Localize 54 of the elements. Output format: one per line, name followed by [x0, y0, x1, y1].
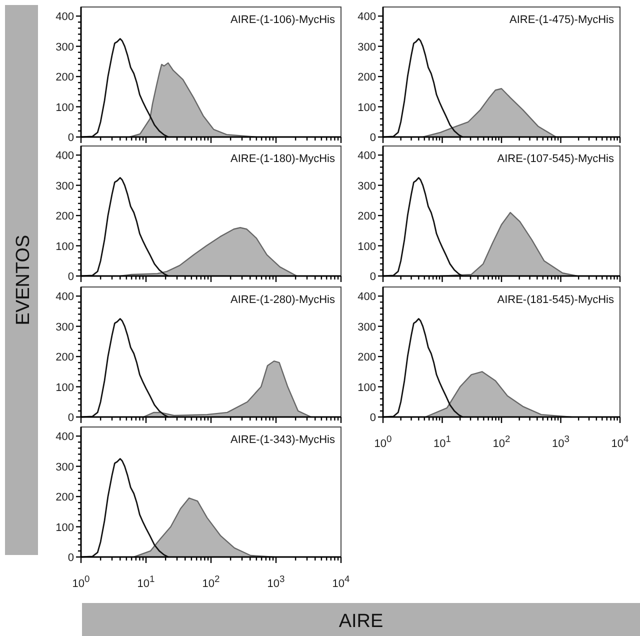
x-tick-label: 10$^{2}$	[492, 434, 510, 450]
y-tick-label: 100	[358, 240, 376, 253]
x-tick-label: 10$^{0}$	[374, 434, 392, 450]
y-tick-label: 100	[56, 102, 74, 114]
y-tick-label: 200	[56, 210, 74, 223]
y-tick-label: 300	[358, 321, 376, 334]
y-tick-label: 200	[56, 352, 74, 364]
text: AIRE-(1-180)-MycHis	[230, 153, 336, 165]
y-tick-label: 100	[56, 522, 74, 534]
y-tick-label: 200	[56, 72, 74, 84]
y-axis-title: EVENTOS	[13, 234, 34, 326]
text: AIRE-(1-475)-MycHis	[509, 14, 614, 26]
text: AIRE-(1-343)-MycHis	[230, 434, 336, 446]
y-tick-label: 400	[358, 150, 376, 162]
y-tick-label: 300	[358, 180, 376, 192]
y-tick-label: 0	[370, 271, 376, 283]
y-tick-label: 300	[56, 461, 74, 474]
y-tick-label: 200	[358, 72, 376, 84]
y-tick-label: 300	[56, 180, 74, 192]
x-tick-label: 10$^{1}$	[434, 434, 451, 450]
text: AIRE-(1-106)-MycHis	[230, 14, 336, 26]
y-tick-label: 200	[56, 492, 74, 504]
y-tick-label: 200	[358, 352, 376, 364]
x-axis-title: AIRE	[338, 611, 384, 632]
x-tick-label: 10$^{4}$	[611, 434, 629, 450]
y-tick-label: 200	[358, 210, 376, 223]
text: AIRE-(1-280)-MycHis	[230, 294, 336, 306]
y-tick-label: 0	[68, 271, 74, 283]
y-tick-label: 400	[56, 11, 74, 24]
x-tick-label: 10$^{4}$	[332, 574, 350, 590]
x-tick-label: 10$^{3}$	[267, 574, 285, 590]
y-tick-label: 300	[56, 321, 74, 334]
y-tick-label: 400	[358, 291, 376, 304]
y-tick-label: 0	[68, 552, 74, 564]
text: AIRE-(181-545)-MycHis	[497, 294, 614, 306]
y-tick-label: 0	[68, 412, 74, 424]
y-tick-label: 300	[358, 41, 376, 54]
y-tick-label: 0	[68, 132, 74, 144]
y-tick-label: 300	[56, 41, 74, 54]
y-tick-label: 400	[56, 150, 74, 162]
y-tick-label: 100	[358, 382, 376, 394]
x-tick-label: 10$^{3}$	[552, 434, 570, 450]
y-tick-label: 400	[358, 11, 376, 24]
y-tick-label: 0	[370, 412, 376, 424]
y-tick-label: 400	[56, 291, 74, 304]
x-tick-label: 10$^{0}$	[72, 574, 90, 590]
y-tick-label: 0	[370, 132, 376, 144]
y-tick-label: 400	[56, 431, 74, 444]
x-tick-label: 10$^{2}$	[202, 574, 220, 590]
y-tick-label: 100	[56, 382, 74, 394]
y-tick-label: 100	[358, 102, 376, 114]
text: AIRE-(107-545)-MycHis	[497, 153, 614, 165]
x-tick-label: 10$^{1}$	[137, 574, 155, 590]
y-tick-label: 100	[56, 240, 74, 253]
